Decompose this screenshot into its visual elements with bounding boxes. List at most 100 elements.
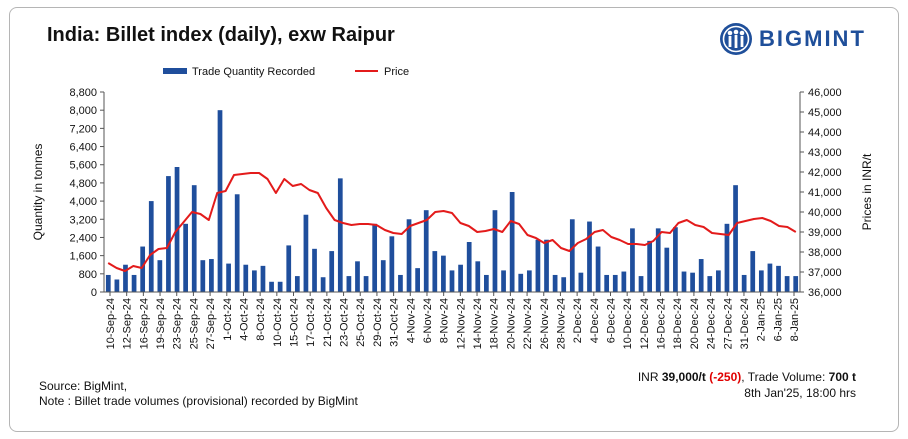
bar (595, 246, 601, 292)
left-tick-label: 3,200 (69, 214, 97, 226)
price-change: (-250) (709, 370, 742, 384)
x-tick-label: 23-Sep-24 (172, 298, 184, 349)
right-tick-label: 36,000 (808, 287, 842, 299)
x-tick-label: 28-Nov-24 (555, 298, 567, 349)
note-text: Note : Billet trade volumes (provisional… (39, 394, 358, 408)
bar (647, 240, 652, 292)
bar (166, 176, 171, 292)
bar (415, 268, 420, 292)
bar (380, 260, 386, 292)
left-tick-label: 6,400 (69, 142, 97, 154)
price-line (107, 172, 797, 272)
bar (303, 214, 309, 292)
bar (793, 276, 799, 292)
x-tick-label: 15-Oct-24 (289, 298, 301, 347)
right-tick-label: 44,000 (808, 127, 842, 139)
bar (492, 210, 498, 292)
x-tick-label: 23-Oct-24 (339, 298, 351, 347)
x-tick-label: 27-Dec-24 (722, 298, 734, 349)
bar (587, 221, 592, 292)
bar (569, 219, 575, 292)
x-tick-label: 4-Oct-24 (238, 298, 250, 341)
bar (698, 259, 704, 292)
x-tick-label: 20-Dec-24 (689, 298, 701, 349)
right-tick-label: 42,000 (808, 167, 842, 179)
x-tick-label: 12-Nov-24 (455, 298, 467, 349)
x-tick-label: 19-Sep-24 (155, 298, 167, 349)
bar (441, 255, 446, 292)
bar (114, 279, 120, 292)
bar (604, 274, 610, 292)
x-tick-label: 20-Nov-24 (505, 298, 517, 349)
x-tick-label: 16-Dec-24 (656, 298, 668, 349)
bar (501, 270, 506, 292)
price-prefix: INR (637, 370, 662, 384)
bar (191, 185, 197, 292)
bar (741, 274, 747, 292)
bar (655, 228, 661, 292)
left-tick-label: 8,800 (69, 87, 97, 99)
price-value: 39,000/t (661, 370, 706, 384)
bar (518, 273, 524, 292)
bar (758, 270, 764, 292)
x-tick-label: 17-Oct-24 (305, 298, 317, 347)
left-tick-label: 800 (79, 269, 97, 281)
bar (243, 264, 249, 292)
bar (612, 274, 618, 292)
bar (389, 236, 395, 292)
x-tick-label: 10-Sep-24 (105, 298, 117, 349)
x-tick-label: 6-Nov-24 (422, 298, 434, 343)
x-tick-label: 25-Sep-24 (188, 298, 200, 349)
x-tick-label: 24-Dec-24 (706, 298, 718, 349)
bar (406, 219, 412, 292)
volume-value: 700 t (828, 370, 856, 384)
bar (449, 270, 455, 292)
bar (269, 281, 274, 292)
bar (484, 274, 489, 292)
x-tick-label: 4-Nov-24 (405, 298, 417, 343)
source-text: Source: BigMint, (39, 379, 128, 393)
bar (578, 272, 584, 292)
right-tick-label: 38,000 (808, 247, 842, 259)
bar (277, 281, 283, 292)
bar (252, 270, 257, 292)
bar (784, 276, 790, 292)
bar (320, 277, 326, 292)
bar (200, 260, 206, 292)
bar (561, 277, 567, 292)
bar (552, 274, 558, 292)
bar (372, 223, 378, 292)
bar (526, 270, 532, 292)
timestamp: 8th Jan'25, 18:00 hrs (744, 386, 856, 400)
x-tick-label: 25-Oct-24 (355, 298, 367, 347)
chart-title: India: Billet index (daily), exw Raipur (47, 24, 395, 46)
legend-bar-swatch (163, 68, 187, 74)
x-tick-label: 4-Dec-24 (589, 298, 601, 343)
x-tick-label: 31-Oct-24 (389, 298, 401, 347)
bar (131, 274, 137, 292)
bar (466, 242, 472, 292)
right-axis-label: Prices in INR/t (860, 153, 874, 230)
brand-name: BIGMINT (759, 26, 866, 51)
bar (260, 265, 266, 292)
bar (140, 246, 146, 292)
bar (750, 251, 756, 292)
x-tick-label: 1-Oct-24 (222, 298, 234, 341)
x-tick-label: 6-Jan-25 (772, 298, 784, 341)
right-tick-label: 39,000 (808, 227, 842, 239)
left-tick-label: 4,000 (69, 196, 97, 208)
bar (690, 272, 695, 292)
x-tick-label: 26-Nov-24 (539, 298, 551, 349)
x-tick-label: 22-Nov-24 (522, 298, 534, 349)
x-tick-label: 29-Oct-24 (372, 298, 384, 347)
x-tick-label: 6-Dec-24 (605, 298, 617, 343)
x-tick-label: 16-Sep-24 (138, 298, 150, 349)
right-tick-label: 37,000 (808, 267, 842, 279)
bar (776, 265, 781, 292)
bar (707, 276, 713, 292)
x-tick-label: 18-Nov-24 (489, 298, 501, 349)
right-tick-label: 43,000 (808, 147, 842, 159)
bar (509, 192, 515, 292)
x-tick-label: 2-Jan-25 (756, 298, 768, 341)
